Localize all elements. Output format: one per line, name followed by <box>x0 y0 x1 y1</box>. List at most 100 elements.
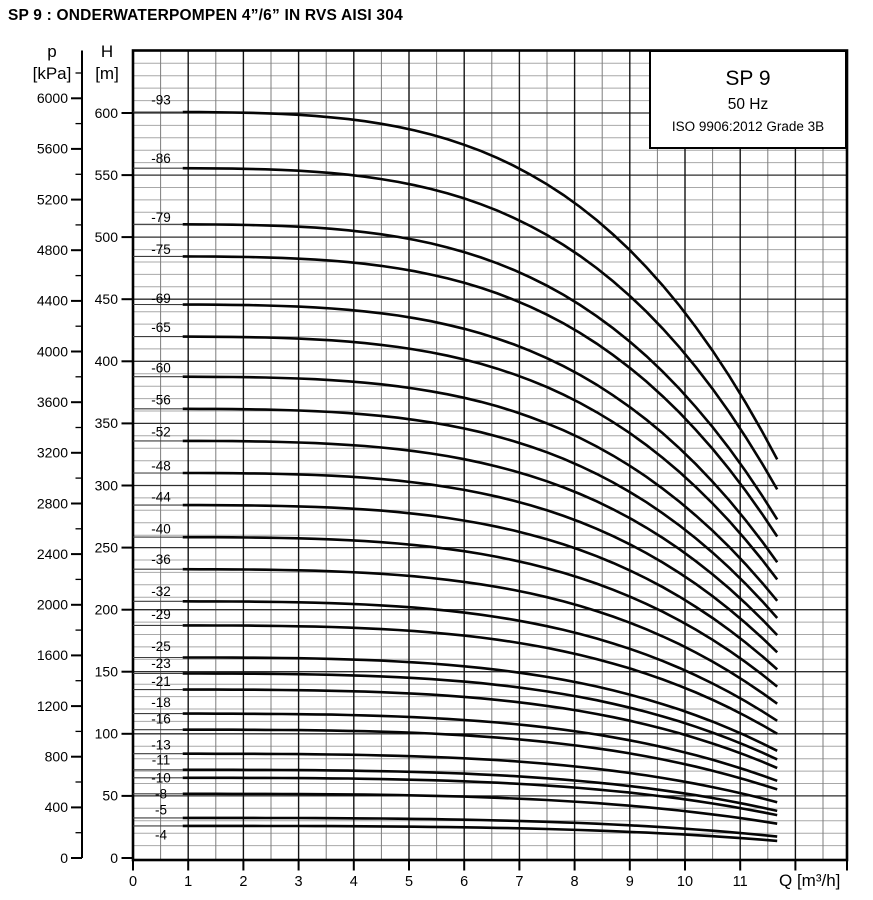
flow-axis: 0 1 2 3 4 5 6 7 8 9 10 11 <box>129 860 848 890</box>
flow-tick-label: 3 <box>295 874 303 890</box>
pump-curve-10 <box>182 776 778 817</box>
head-tick-label: 250 <box>95 539 119 555</box>
pressure-tick-label: 3200 <box>37 445 68 461</box>
curve-label-10: -10 <box>151 770 171 785</box>
pump-curve-40 <box>182 535 779 688</box>
pressure-axis: 0 400 800 1200 1600 2000 2400 2800 3200 3600 4000 4… <box>37 50 83 866</box>
pump-curve-4 <box>182 824 778 843</box>
pressure-tick-label: 1200 <box>37 698 68 714</box>
curve-label-48: -48 <box>151 459 171 474</box>
pressure-tick-label: 5200 <box>37 191 68 207</box>
flow-tick-label: 10 <box>677 874 693 890</box>
legend-box: SP 9 50 Hz ISO 9906:2012 Grade 3B <box>649 50 847 149</box>
flow-tick-label: 0 <box>129 874 137 890</box>
curve-label-56: -56 <box>151 392 171 407</box>
curve-label-23: -23 <box>151 656 171 671</box>
curve-label-75: -75 <box>151 242 171 257</box>
pump-curve-5 <box>182 816 778 838</box>
pressure-tick-label: 2000 <box>37 597 68 613</box>
flow-tick-label: 4 <box>350 874 358 890</box>
curve-label-29: -29 <box>151 607 171 622</box>
legend-model: SP 9 <box>725 66 771 90</box>
pump-curve-52 <box>182 439 779 637</box>
curve-label-21: -21 <box>151 674 171 689</box>
curve-label-32: -32 <box>151 584 171 599</box>
curve-label-8: -8 <box>155 786 167 801</box>
curve-label-60: -60 <box>151 360 171 375</box>
curve-label-69: -69 <box>151 291 171 306</box>
pressure-tick-label: 6000 <box>37 90 68 106</box>
pressure-axis-unit: [kPa] <box>32 64 72 83</box>
curve-label-18: -18 <box>151 695 171 710</box>
curve-label-44: -44 <box>151 490 171 505</box>
flow-tick-label: 2 <box>239 874 247 890</box>
pump-curve-44 <box>182 503 779 671</box>
curve-label-36: -36 <box>151 552 171 567</box>
pump-curve-8 <box>182 792 778 825</box>
curve-label-52: -52 <box>151 424 171 439</box>
pressure-tick-label: 2800 <box>37 495 68 511</box>
head-tick-label: 0 <box>110 850 118 866</box>
curve-label-13: -13 <box>151 737 171 752</box>
pump-curve-11 <box>182 768 778 813</box>
flow-axis-label: Q [m³/h] <box>779 871 841 890</box>
grid-major <box>133 50 847 860</box>
pressure-tick-label: 4400 <box>37 293 68 309</box>
curve-label-86: -86 <box>151 151 171 166</box>
pump-curve-18 <box>182 712 778 783</box>
pump-curve-56 <box>182 407 779 619</box>
pump-curve-16 <box>182 728 778 791</box>
head-tick-label: 350 <box>95 415 119 431</box>
flow-tick-label: 5 <box>405 874 413 890</box>
flow-tick-label: 9 <box>626 874 634 890</box>
pressure-tick-label: 4800 <box>37 242 68 258</box>
pressure-tick-label: 2400 <box>37 546 68 562</box>
flow-tick-label: 1 <box>184 874 192 890</box>
pump-curve-29 <box>182 624 778 735</box>
pump-curve-75 <box>182 255 779 538</box>
pump-curve-21 <box>182 688 778 770</box>
pump-curve-93 <box>182 110 779 461</box>
curve-label-40: -40 <box>151 522 171 537</box>
pump-curve-48 <box>182 471 779 654</box>
curve-label-79: -79 <box>151 210 171 225</box>
pressure-tick-label: 4000 <box>37 343 68 359</box>
curve-label-11: -11 <box>152 752 171 767</box>
pump-curve-60 <box>182 375 779 602</box>
curve-label-65: -65 <box>151 320 171 335</box>
curve-label-4: -4 <box>155 828 167 843</box>
head-axis-symbol: H <box>100 42 114 61</box>
pressure-tick-label: 800 <box>45 749 69 765</box>
pump-curves <box>132 110 779 843</box>
curve-label-16: -16 <box>151 711 171 726</box>
curve-labels: -93 -86 -79 -75 -69 -65 -60 -56 -52 -48 -44 -40 -36 -… <box>151 93 171 843</box>
head-tick-label: 200 <box>95 601 119 617</box>
pump-curve-25 <box>182 656 778 752</box>
pump-curve-36 <box>182 567 778 705</box>
flow-tick-label: 8 <box>571 874 579 890</box>
head-tick-label: 550 <box>95 167 119 183</box>
head-tick-label: 100 <box>95 726 119 742</box>
head-tick-label: 300 <box>95 477 119 493</box>
curve-label-93: -93 <box>151 93 171 108</box>
curve-label-25: -25 <box>151 639 171 654</box>
head-axis-unit: [m] <box>95 64 119 83</box>
head-tick-label: 600 <box>95 105 119 121</box>
legend-standard: ISO 9906:2012 Grade 3B <box>671 118 825 134</box>
flow-tick-label: 7 <box>515 874 523 890</box>
head-tick-label: 500 <box>95 229 119 245</box>
grid-minor <box>133 50 847 860</box>
pump-curve-13 <box>182 752 778 804</box>
flow-tick-label: 11 <box>733 874 748 890</box>
pump-curve-23 <box>182 672 778 761</box>
pump-curve-69 <box>182 303 779 564</box>
pressure-tick-label: 5600 <box>37 141 68 157</box>
pump-curve-86 <box>182 166 779 491</box>
pressure-tick-label: 400 <box>45 799 69 815</box>
head-axis: 0 50 100 150 200 250 300 350 400 450 500 550 600 <box>95 105 133 866</box>
pressure-tick-label: 0 <box>60 850 68 866</box>
page-title: SP 9 : ONDERWATERPOMPEN 4”/6” IN RVS AIS… <box>8 7 403 24</box>
curve-label-5: -5 <box>155 802 167 817</box>
